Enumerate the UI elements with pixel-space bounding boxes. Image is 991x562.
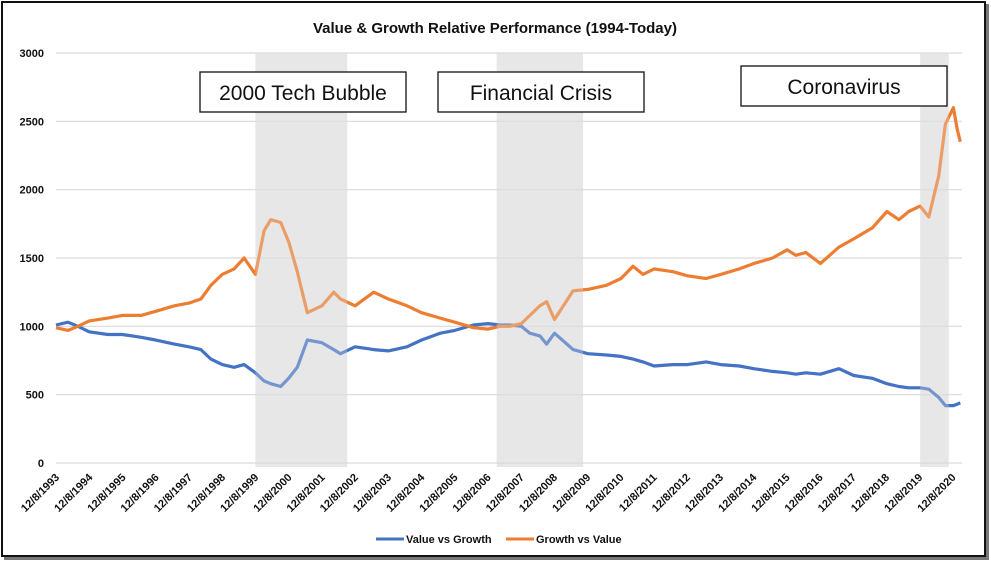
series-lines [55,53,962,463]
series-line [55,106,962,332]
shaded-period [496,53,584,467]
y-tick-label: 2500 [20,116,44,128]
annotation-box [437,71,645,113]
y-axis-ticks: 0 500 1000 1500 2000 2500 3000 [20,48,44,470]
legend-label: Growth vs Value [536,534,622,546]
chart-title: Value & Growth Relative Performance (199… [313,20,677,37]
y-tick-label: 500 [26,390,44,402]
shaded-overlay [920,53,949,463]
x-axis-ticks: 12/8/199312/8/199412/8/199512/8/199612/8… [19,471,958,515]
y-tick-label: 1500 [20,253,44,265]
legend: Value vs Growth Growth vs Value [376,534,622,546]
shaded-period [920,53,949,467]
legend-label: Value vs Growth [406,534,492,546]
shaded-overlay [496,53,584,463]
annotations: 2000 Tech Bubble Financial Crisis Coronavi… [199,65,948,113]
y-tick-label: 3000 [20,48,44,60]
y-tick-label: 2000 [20,185,44,197]
shaded-periods [255,53,949,467]
annotation-label: Financial Crisis [470,82,612,105]
annotation-label: Coronavirus [787,76,900,99]
y-tick-label: 0 [38,458,44,470]
annotation-box [199,71,407,113]
annotation-box [740,65,948,107]
y-tick-label: 1000 [20,321,44,333]
shaded-overlay [255,53,348,463]
annotation-label: 2000 Tech Bubble [219,82,387,105]
shaded-period [255,53,348,467]
